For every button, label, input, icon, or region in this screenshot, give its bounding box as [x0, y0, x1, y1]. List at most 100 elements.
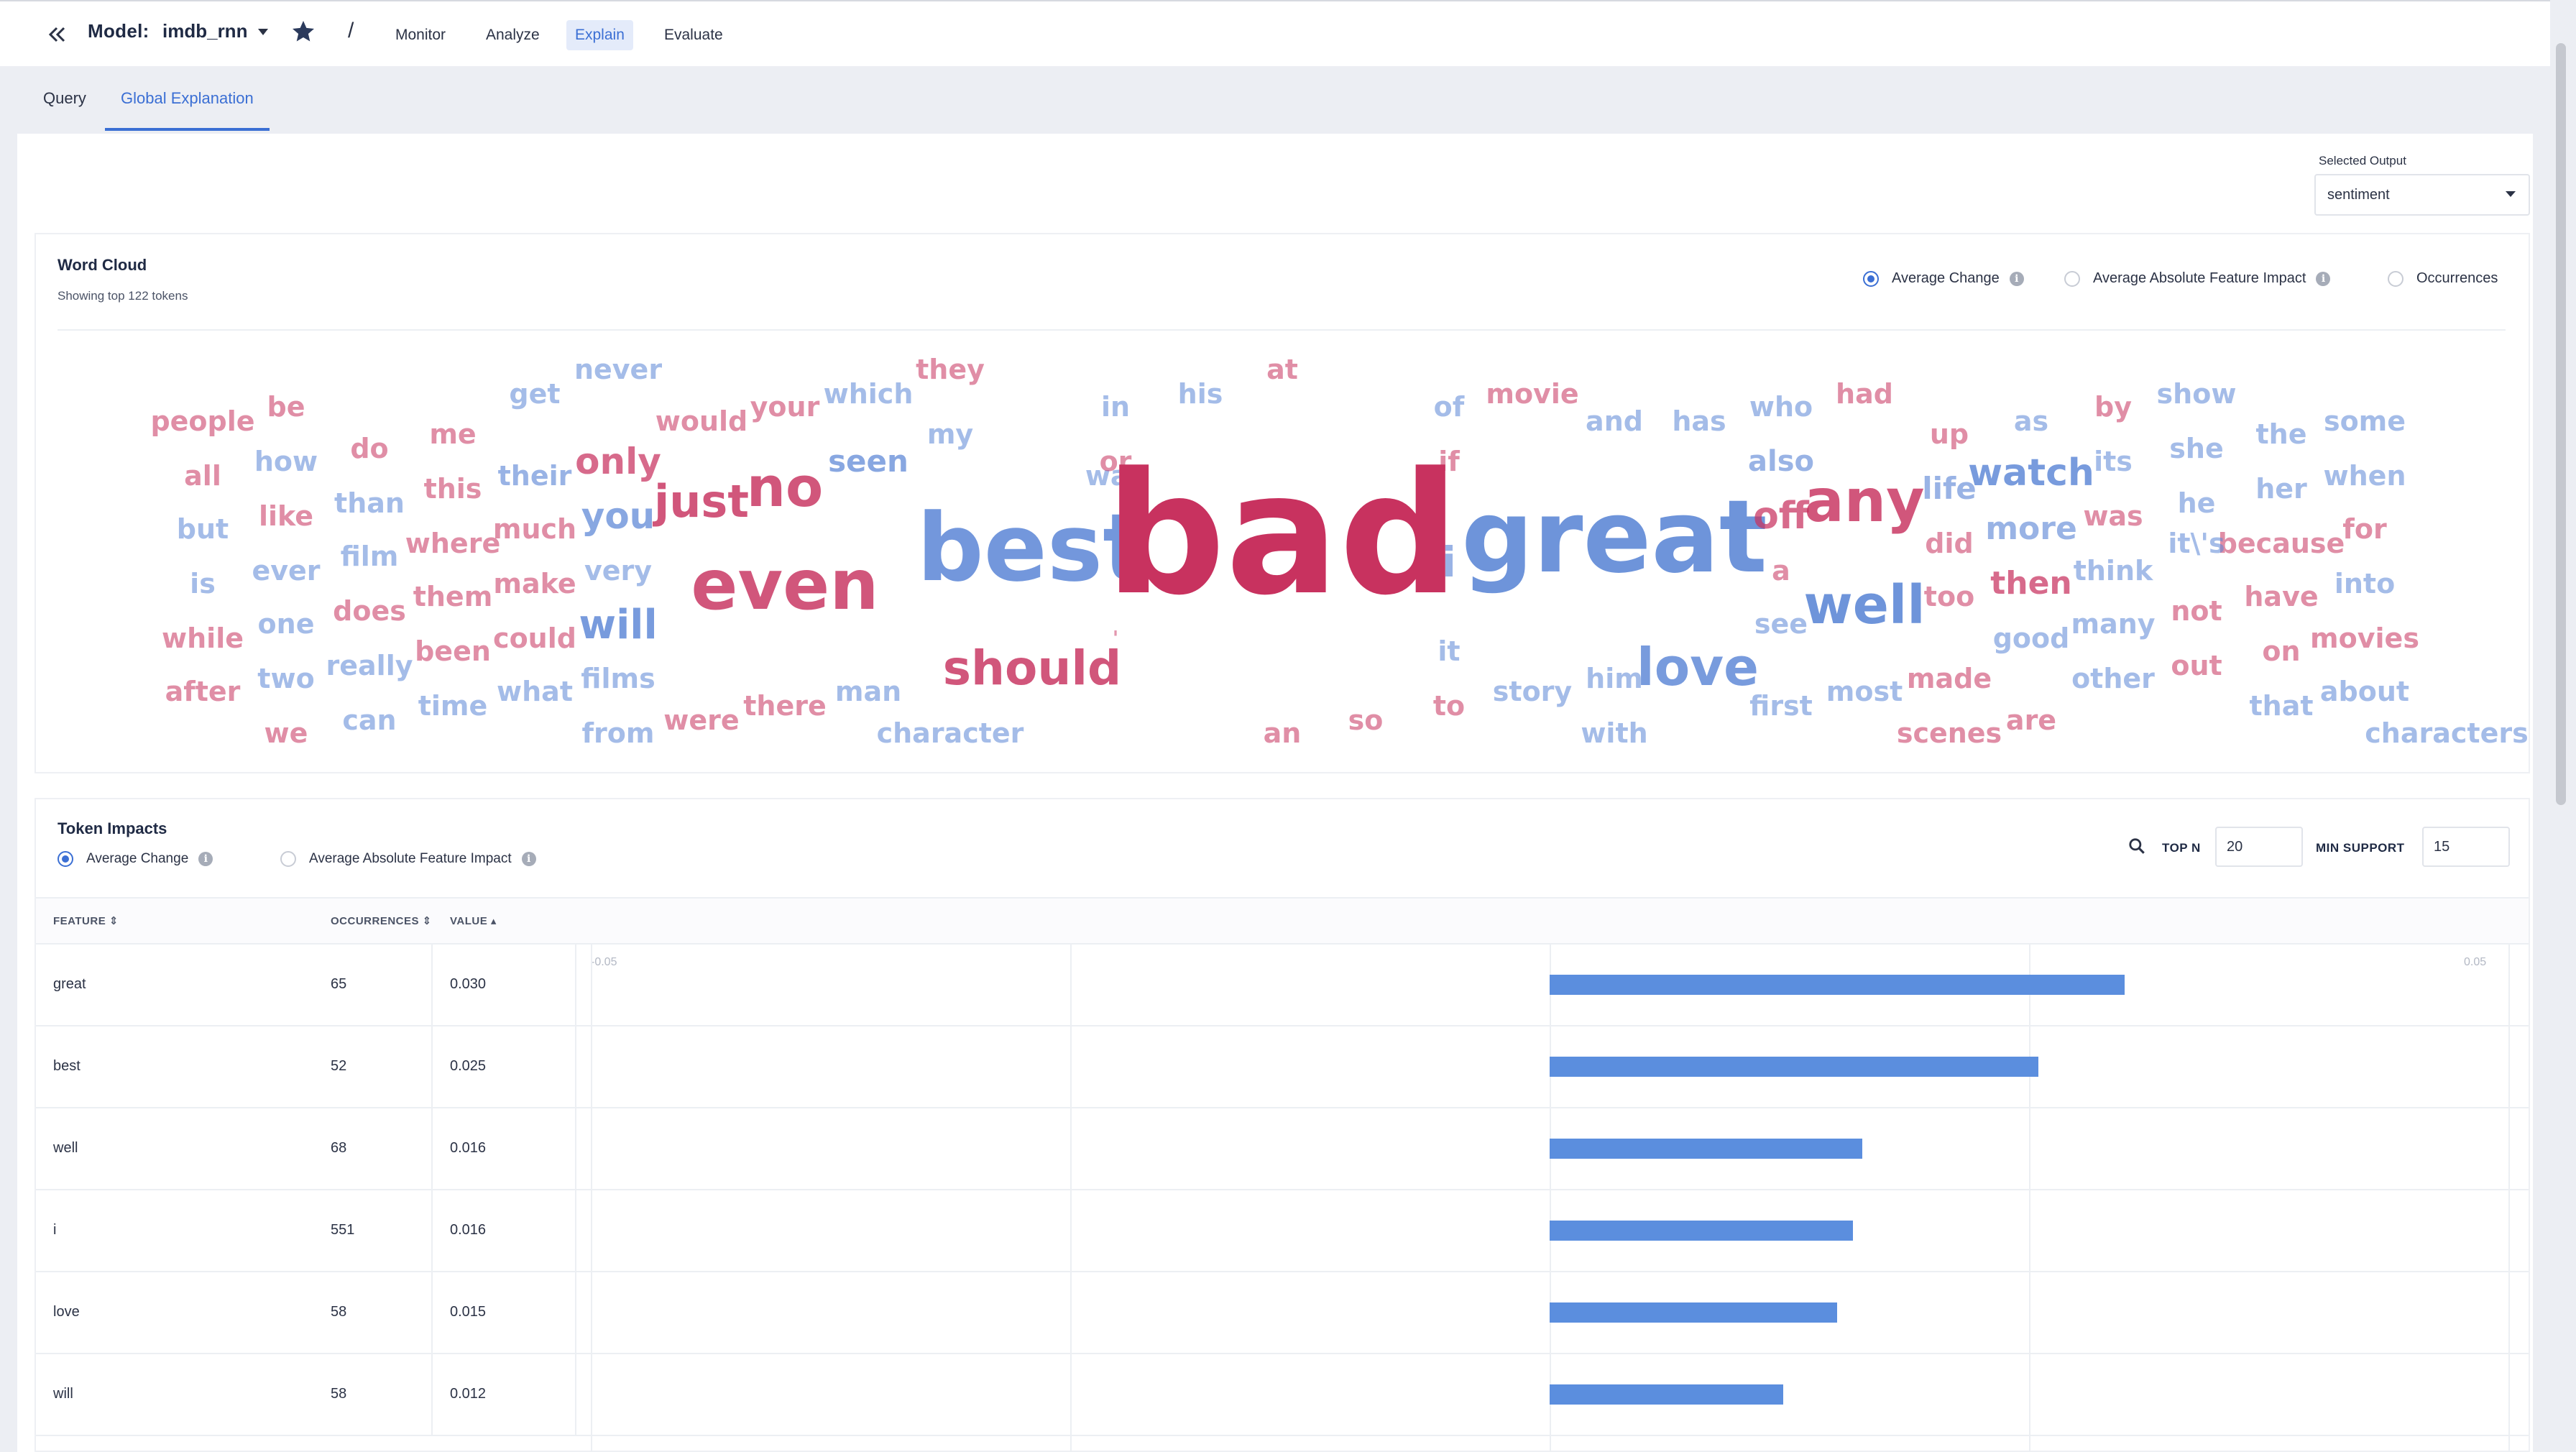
word-cloud-word[interactable]: time: [418, 690, 488, 722]
selected-output-select[interactable]: sentiment: [2314, 174, 2530, 216]
search-icon[interactable]: [2128, 837, 2149, 858]
word-cloud-word[interactable]: characters: [2365, 717, 2529, 749]
word-cloud-word[interactable]: them: [413, 581, 493, 612]
word-cloud-word[interactable]: very: [584, 555, 653, 587]
word-cloud-word[interactable]: like: [258, 500, 314, 532]
collapse-double-chevron-icon[interactable]: [43, 20, 72, 49]
min-support-input[interactable]: 15: [2422, 827, 2510, 867]
word-cloud-word[interactable]: for: [2342, 513, 2387, 545]
word-cloud-word[interactable]: see: [1754, 608, 1808, 640]
word-cloud-word[interactable]: their: [497, 460, 572, 492]
word-cloud-word[interactable]: really: [326, 650, 413, 681]
word-cloud-word[interactable]: best: [916, 493, 1148, 602]
word-cloud-word[interactable]: all: [184, 460, 221, 492]
word-cloud-word[interactable]: man: [834, 676, 902, 707]
word-cloud-word[interactable]: one: [257, 608, 315, 640]
word-cloud-word[interactable]: no: [746, 455, 824, 519]
table-row[interactable]: i 551 0.016: [36, 1190, 2529, 1272]
word-cloud-word[interactable]: it\'s: [2168, 528, 2225, 559]
word-cloud-word[interactable]: two: [257, 663, 315, 694]
info-icon[interactable]: i: [2316, 271, 2331, 286]
word-cloud-word[interactable]: than: [334, 487, 405, 519]
word-cloud-word[interactable]: or: [1099, 446, 1132, 477]
word-cloud-word[interactable]: been: [415, 635, 491, 667]
word-cloud-word[interactable]: have: [2244, 581, 2319, 612]
word-cloud-word[interactable]: watch: [1968, 451, 2094, 495]
word-cloud-word[interactable]: movie: [1486, 378, 1579, 410]
word-cloud-word[interactable]: more: [1985, 510, 2077, 547]
word-cloud-word[interactable]: first: [1749, 690, 1813, 722]
ti-mode-average-absolute[interactable]: Average Absolute Feature Impact i: [280, 851, 536, 867]
word-cloud-word[interactable]: him: [1586, 663, 1643, 694]
word-cloud-word[interactable]: great: [1461, 479, 1767, 596]
word-cloud-word[interactable]: it: [1438, 635, 1460, 667]
word-cloud-word[interactable]: were: [663, 704, 740, 736]
word-cloud-word[interactable]: as: [2013, 405, 2049, 437]
word-cloud-word[interactable]: by: [2094, 391, 2132, 423]
word-cloud-word[interactable]: me: [429, 418, 477, 450]
word-cloud-word[interactable]: i: [1442, 538, 1456, 587]
word-cloud-word[interactable]: to: [1432, 690, 1466, 722]
word-cloud-word[interactable]: about: [2319, 676, 2410, 707]
word-cloud-word[interactable]: is: [190, 568, 216, 599]
word-cloud-word[interactable]: then: [1990, 565, 2072, 602]
radio-unselected-icon[interactable]: [2064, 270, 2080, 287]
word-cloud-word[interactable]: also: [1748, 445, 1814, 478]
word-cloud-word[interactable]: just: [654, 475, 749, 528]
word-cloud-word[interactable]: make: [493, 568, 576, 599]
table-row[interactable]: love 58 0.015: [36, 1272, 2529, 1354]
word-cloud-word[interactable]: but: [176, 513, 229, 545]
word-cloud-word[interactable]: show: [2156, 378, 2237, 410]
word-cloud-word[interactable]: well: [1803, 574, 1926, 636]
word-cloud-word[interactable]: are: [2005, 704, 2057, 736]
word-cloud-word[interactable]: and: [1586, 405, 1643, 437]
word-cloud-word[interactable]: would: [655, 405, 748, 437]
column-value[interactable]: VALUE ▴: [450, 915, 497, 927]
word-cloud-word[interactable]: its: [2094, 446, 2133, 477]
word-cloud-word[interactable]: they: [916, 354, 985, 385]
word-cloud-word[interactable]: character: [876, 717, 1024, 749]
word-cloud-word[interactable]: many: [2071, 608, 2156, 640]
word-cloud-word[interactable]: where: [405, 528, 501, 559]
model-name[interactable]: imdb_rnn: [162, 20, 248, 42]
word-cloud-word[interactable]: what: [497, 676, 573, 707]
page-scrollbar[interactable]: [2556, 43, 2566, 805]
word-cloud-word[interactable]: had: [1836, 378, 1893, 410]
word-cloud-word[interactable]: his: [1177, 378, 1223, 410]
word-cloud-word[interactable]: can: [342, 704, 397, 736]
wc-mode-average-absolute[interactable]: Average Absolute Feature Impact i: [2064, 270, 2331, 287]
nav-evaluate[interactable]: Evaluate: [664, 27, 723, 43]
word-cloud-word[interactable]: that: [2249, 690, 2314, 722]
word-cloud-word[interactable]: she: [2169, 433, 2224, 464]
word-cloud-word[interactable]: movies: [2310, 622, 2419, 654]
word-cloud-word[interactable]: scenes: [1896, 717, 2002, 749]
radio-selected-icon[interactable]: [58, 851, 73, 867]
word-cloud-word[interactable]: at: [1266, 354, 1298, 385]
word-cloud-word[interactable]: think: [2073, 555, 2153, 587]
radio-unselected-icon[interactable]: [280, 851, 296, 867]
word-cloud-word[interactable]: be: [267, 391, 305, 423]
word-cloud-word[interactable]: up: [1929, 418, 1969, 450]
ti-mode-average-change[interactable]: Average Change i: [58, 851, 213, 867]
word-cloud-word[interactable]: the: [2255, 418, 2307, 450]
word-cloud-word[interactable]: her: [2255, 473, 2307, 505]
table-row[interactable]: best 52 0.025: [36, 1026, 2529, 1108]
word-cloud-word[interactable]: ever: [252, 555, 321, 587]
word-cloud-word[interactable]: into: [2334, 568, 2396, 599]
word-cloud-word[interactable]: even: [691, 545, 879, 625]
word-cloud-word[interactable]: how: [254, 446, 318, 477]
word-cloud-word[interactable]: a: [1772, 555, 1790, 587]
word-cloud-word[interactable]: not: [2171, 595, 2222, 627]
word-cloud-word[interactable]: so: [1348, 704, 1384, 736]
wc-mode-occurrences[interactable]: Occurrences: [2388, 270, 2498, 287]
word-cloud-word[interactable]: while: [162, 622, 244, 654]
word-cloud-word[interactable]: good: [1992, 622, 2070, 654]
word-cloud-word[interactable]: who: [1749, 391, 1813, 423]
word-cloud-word[interactable]: could: [493, 622, 576, 654]
word-cloud-word[interactable]: never: [574, 354, 663, 385]
word-cloud-word[interactable]: ': [1112, 626, 1119, 650]
nav-analyze[interactable]: Analyze: [486, 27, 540, 43]
word-cloud-word[interactable]: if: [1438, 446, 1460, 477]
tab-query[interactable]: Query: [43, 89, 86, 107]
table-row[interactable]: will 58 0.012: [36, 1354, 2529, 1436]
